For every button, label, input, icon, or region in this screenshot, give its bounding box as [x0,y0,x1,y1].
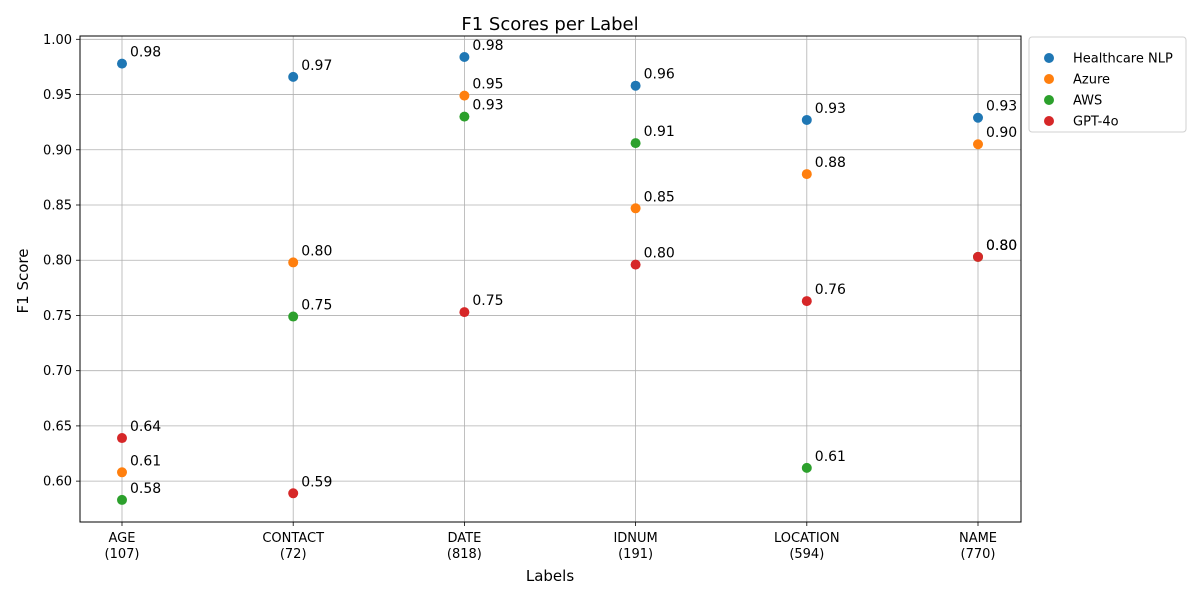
y-tick-label: 0.65 [43,419,72,434]
x-axis-label: Labels [526,567,574,585]
x-tick-label: AGE (107) [105,531,140,562]
data-labels-layer: 0.98 0.97 0.98 0.96 0.93 0.93 0.61 0.80 0.95 0.85… [130,38,1017,497]
y-tick-label: 0.90 [43,143,72,158]
data-point [459,90,470,101]
chart-title: F1 Scores per Label [461,14,638,35]
y-tick-label: 0.80 [43,254,72,269]
data-point [801,462,812,473]
data-label: 0.80 [986,238,1017,254]
data-point [288,488,299,499]
y-tick-label: 0.95 [43,88,72,103]
data-label: 0.59 [301,474,332,490]
data-point [801,169,812,180]
data-label: 0.88 [815,155,846,171]
data-point [973,139,983,150]
data-label: 0.97 [301,58,332,74]
data-label: 0.93 [472,98,503,114]
x-tick-label-line: DATE [447,531,481,546]
data-point [288,71,299,82]
legend: Healthcare NLP Azure AWS GPT-4o [1028,36,1187,133]
legend-marker [1044,53,1054,63]
x-tick-label-line: (594) [789,547,824,562]
x-tick-label: LOCATION (594) [774,531,840,562]
data-point [630,138,641,149]
data-label: 0.80 [644,246,675,262]
data-point [288,311,299,322]
data-point [459,307,470,318]
data-label: 0.80 [301,243,332,259]
x-tick-label-line: (770) [961,547,996,562]
y-tick-label: 0.60 [43,475,72,490]
legend-marker [1044,74,1054,84]
x-tick-label: NAME (770) [959,531,997,562]
data-point [288,257,299,268]
y-tick-label: 0.85 [43,198,72,213]
data-label: 0.61 [130,453,161,469]
data-label: 0.75 [472,293,503,309]
x-tick-label-line: IDNUM [613,531,657,546]
data-label: 0.98 [130,45,161,61]
x-tick-label-line: CONTACT [262,531,324,546]
data-label: 0.80 [986,238,1017,254]
legend-marker [1044,116,1054,126]
x-tick-label-line: LOCATION [774,531,840,546]
data-point [117,494,127,505]
legend-box [1028,36,1187,133]
data-label: 0.90 [986,125,1017,141]
data-label: 0.98 [472,38,503,54]
x-tick-label-line: (72) [280,547,307,562]
data-point [801,296,812,307]
data-label: 0.93 [815,101,846,117]
data-point [973,112,983,123]
legend-entry: Healthcare NLP [1073,52,1173,67]
legend-marker [1044,95,1054,105]
grid-layer [80,36,1021,522]
data-point [973,251,983,262]
x-tick-label-line: (107) [105,547,140,562]
data-point [630,203,641,214]
y-axis-label: F1 Score [14,249,32,314]
data-label: 0.93 [986,99,1017,115]
data-label: 0.85 [644,189,675,205]
x-tick-label-line: (191) [618,547,653,562]
data-label: 0.58 [130,481,161,497]
x-tick-label-line: (818) [447,547,482,562]
plot-frame [79,35,1022,523]
data-point [801,114,812,125]
legend-entry: Azure [1073,73,1110,88]
data-label: 0.96 [644,67,675,83]
data-label: 0.76 [815,282,846,298]
data-label: 0.61 [815,449,846,465]
data-point [459,51,470,62]
y-tick-label: 0.70 [43,364,72,379]
y-tick-label: 0.75 [43,309,72,324]
points-layer [117,51,983,505]
x-tick-label-line: NAME [959,531,997,546]
legend-entry: GPT-4o [1073,115,1119,130]
data-point [630,80,641,91]
data-label: 0.64 [130,419,161,435]
data-point [117,467,127,478]
data-point [630,259,641,270]
data-point [459,111,470,122]
data-point [117,433,127,444]
axes-layer: 0.600.650.700.750.800.850.900.951.00AGE(… [43,33,1022,562]
x-tick-label: CONTACT (72) [262,531,324,562]
legend-entry: AWS [1073,94,1102,109]
x-tick-label-line: AGE [109,531,136,546]
data-label: 0.91 [644,124,675,140]
x-tick-label: IDNUM (191) [613,531,657,562]
x-tick-label: DATE (818) [447,531,482,562]
data-label: 0.95 [472,77,503,93]
data-point [117,58,127,69]
y-tick-label: 1.00 [43,33,72,48]
data-label: 0.75 [301,298,332,314]
